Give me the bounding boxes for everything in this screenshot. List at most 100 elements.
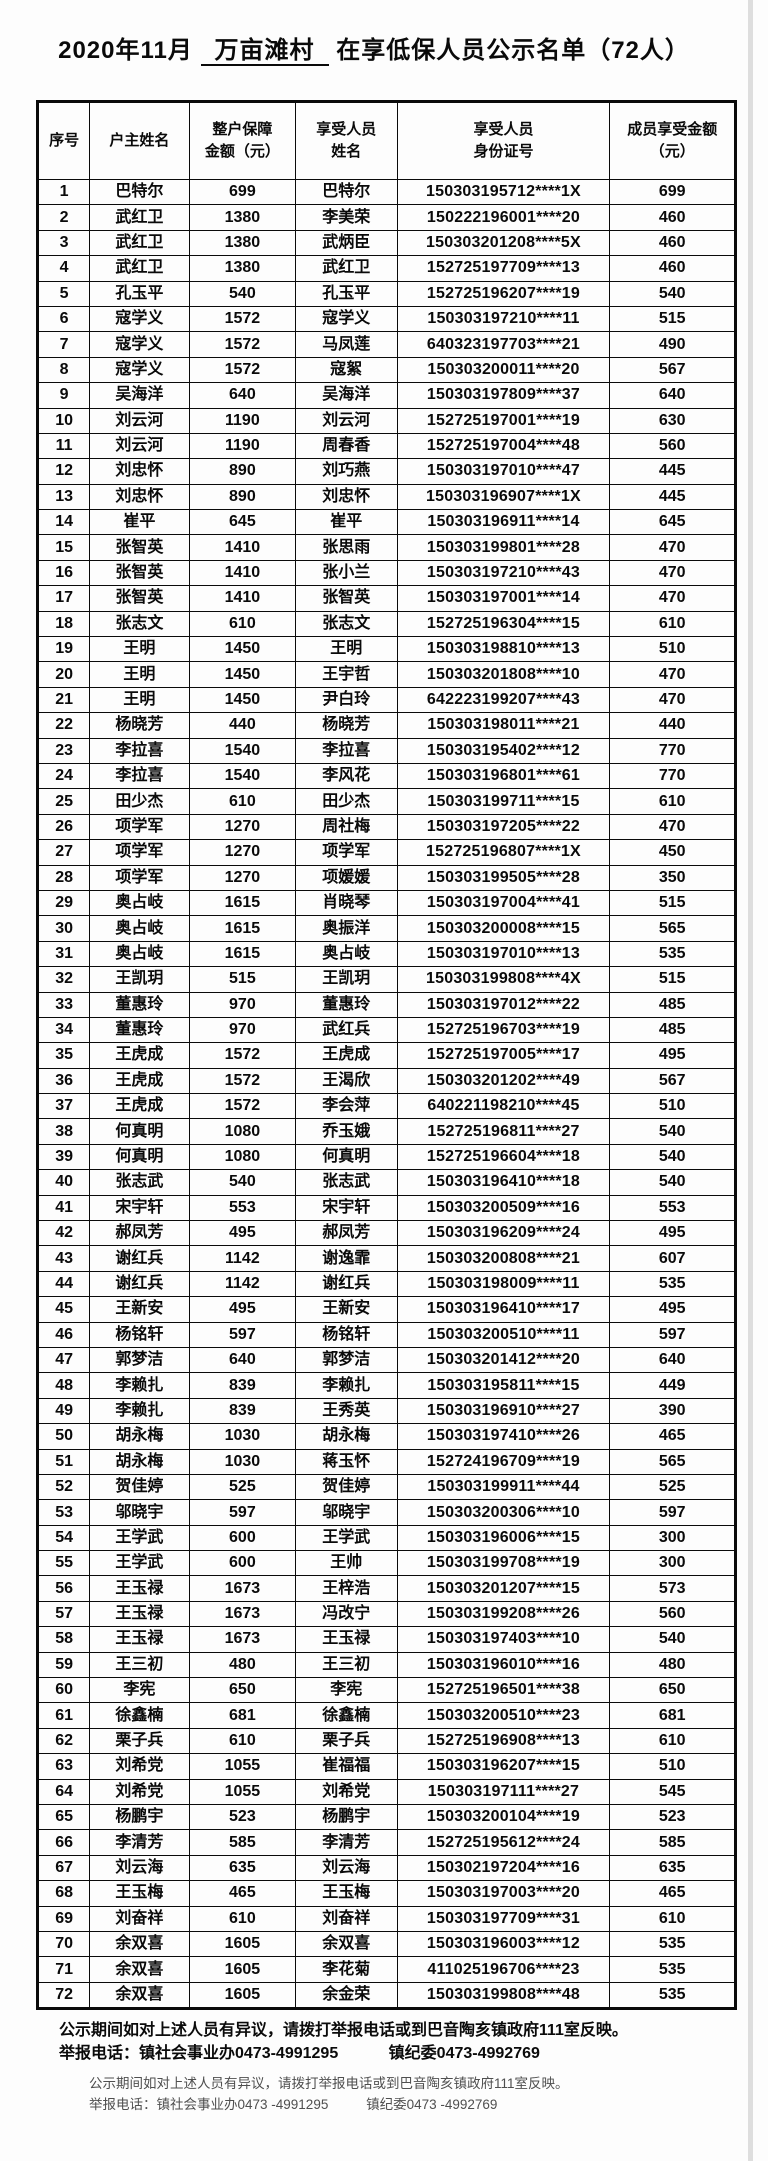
table-cell: 栗子兵 <box>89 1727 190 1755</box>
id-number-cell: 150303196911****14 <box>396 509 611 536</box>
table-row: 10 刘云河 1190 刘云河 152725197001****19 630 <box>36 407 736 434</box>
table-cell: 1673 <box>188 1575 297 1602</box>
table-cell: 515 <box>188 966 297 993</box>
table-cell: 刘云海 <box>89 1854 190 1882</box>
table-cell: 72 <box>36 1981 91 2010</box>
table-cell: 张智英 <box>295 585 398 612</box>
table-row: 13 刘忠怀 890 刘忠怀 150303196907****1X 445 <box>36 483 736 511</box>
table-cell: 刘忠怀 <box>295 483 398 511</box>
table-cell: 49 <box>36 1397 91 1425</box>
table-cell: 王宇哲 <box>295 661 398 688</box>
table-cell: 839 <box>188 1372 297 1399</box>
id-number-cell: 150303197012****22 <box>396 991 611 1018</box>
table-cell: 刘云海 <box>295 1854 398 1882</box>
table-row: 32 王凯玥 515 王凯玥 150303199808****4X 515 <box>36 966 736 993</box>
table-row: 14 崔平 645 崔平 150303196911****14 645 <box>36 509 736 536</box>
table-cell: 1410 <box>188 559 297 587</box>
id-number-cell: 150303196006****15 <box>396 1524 611 1552</box>
column-header: 成员享受金额 （元） <box>609 101 736 180</box>
table-row: 33 董惠玲 970 董惠玲 150303197012****22 485 <box>36 991 736 1018</box>
table-cell: 胡永梅 <box>295 1423 398 1450</box>
table-cell: 47 <box>36 1346 91 1374</box>
table-row: 23 李拉喜 1540 李拉喜 150303195402****12 770 <box>36 737 736 764</box>
table-cell: 10 <box>36 407 91 434</box>
table-cell: 武红卫 <box>89 204 190 231</box>
report-hotline: 举报电话：镇社会事业办0473-4991295 <box>59 2045 339 2062</box>
id-number-cell: 152725197001****19 <box>396 407 611 434</box>
table-cell: 1572 <box>188 1067 297 1095</box>
id-number-cell: 150303195712****1X <box>396 178 611 206</box>
table-cell: 630 <box>609 407 736 434</box>
table-cell: 王新安 <box>295 1296 398 1323</box>
table-cell: 300 <box>609 1524 736 1552</box>
table-cell: 523 <box>609 1803 736 1831</box>
table-cell: 699 <box>188 178 297 206</box>
table-cell: 40 <box>36 1169 91 1196</box>
table-row: 52 贺佳婷 525 贺佳婷 150303199911****44 525 <box>36 1473 736 1501</box>
id-number-cell: 150303199208****26 <box>396 1600 611 1628</box>
table-cell: 1450 <box>188 636 297 663</box>
column-header: 享受人员 身份证号 <box>396 101 611 180</box>
table-cell: 张智英 <box>89 559 190 587</box>
table-cell: 王虎成 <box>89 1042 190 1069</box>
table-row: 72 余双喜 1605 余金荣 150303199808****48 535 <box>36 1981 736 2010</box>
table-cell: 485 <box>609 1016 736 1044</box>
table-cell: 20 <box>36 661 91 688</box>
table-cell: 55 <box>36 1550 91 1577</box>
id-number-cell: 150303197205****22 <box>396 813 611 841</box>
table-cell: 田少杰 <box>295 788 398 815</box>
table-cell: 王玉禄 <box>295 1626 398 1653</box>
table-row: 70 余双喜 1605 余双喜 150303196003****12 535 <box>36 1930 736 1958</box>
table-cell: 890 <box>188 483 297 511</box>
table-cell: 李宪 <box>295 1677 398 1704</box>
ghost-report-hotline: 举报电话：镇社会事业办0473 -4991295 <box>89 2097 329 2112</box>
id-number-cell: 150303197010****13 <box>396 940 611 968</box>
table-cell: 650 <box>609 1677 736 1704</box>
table-cell: 肖晓琴 <box>295 889 398 917</box>
table-cell: 565 <box>609 915 736 942</box>
table-cell: 刘巧燕 <box>295 458 398 485</box>
table-cell: 张小兰 <box>295 559 398 587</box>
table-cell: 刘奋祥 <box>89 1905 190 1932</box>
id-number-cell: 150303196209****24 <box>396 1220 611 1247</box>
table-cell: 510 <box>609 636 736 663</box>
table-row: 1 巴特尔 699 巴特尔 150303195712****1X 699 <box>36 178 736 206</box>
table-row: 37 王虎成 1572 李会萍 640221198210****45 510 <box>36 1093 736 1120</box>
table-cell: 510 <box>609 1093 736 1120</box>
id-number-cell: 150303200510****11 <box>396 1321 611 1348</box>
table-cell: 540 <box>609 1143 736 1171</box>
table-cell: 495 <box>609 1296 736 1323</box>
table-row: 22 杨晓芳 440 杨晓芳 150303198011****21 440 <box>36 712 736 739</box>
table-cell: 郝凤芳 <box>89 1220 190 1247</box>
table-cell: 13 <box>36 483 91 511</box>
table-cell: 项媛媛 <box>295 864 398 891</box>
table-cell: 540 <box>609 1118 736 1145</box>
id-number-cell: 150303197809****37 <box>396 382 611 409</box>
table-cell: 武红卫 <box>295 255 398 282</box>
table-cell: 440 <box>188 712 297 739</box>
table-cell: 崔平 <box>89 509 190 536</box>
table-cell: 535 <box>609 940 736 968</box>
table-cell: 奥占岐 <box>89 940 190 968</box>
table-row: 15 张智英 1410 张思雨 150303199801****28 470 <box>36 534 736 561</box>
table-cell: 61 <box>36 1702 91 1729</box>
benefit-roster-table: 序号 户主姓名 整户保障 金额（元） 享受人员 姓名 享受人员 身份证号 成员享受金额 （… <box>36 100 737 2011</box>
table-cell: 68 <box>36 1880 91 1907</box>
table-cell: 王明 <box>89 636 190 663</box>
table-cell: 970 <box>188 991 297 1018</box>
table-row: 29 奥占岐 1615 肖晓琴 150303197004****41 515 <box>36 889 736 917</box>
id-number-cell: 152724196709****19 <box>396 1448 611 1475</box>
id-number-cell: 152725195612****24 <box>396 1829 611 1856</box>
table-cell: 597 <box>609 1499 736 1526</box>
id-number-cell: 152725196501****38 <box>396 1677 611 1704</box>
table-cell: 王玉禄 <box>89 1600 190 1628</box>
table-cell: 32 <box>36 966 91 993</box>
id-number-cell: 150303199505****28 <box>396 864 611 891</box>
id-number-cell: 150303200011****20 <box>396 356 611 384</box>
table-cell: 470 <box>609 559 736 587</box>
table-cell: 54 <box>36 1524 91 1552</box>
table-cell: 71 <box>36 1956 91 1983</box>
table-cell: 杨晓芳 <box>295 712 398 739</box>
table-cell: 李风花 <box>295 762 398 790</box>
table-cell: 尹白玲 <box>295 686 398 714</box>
